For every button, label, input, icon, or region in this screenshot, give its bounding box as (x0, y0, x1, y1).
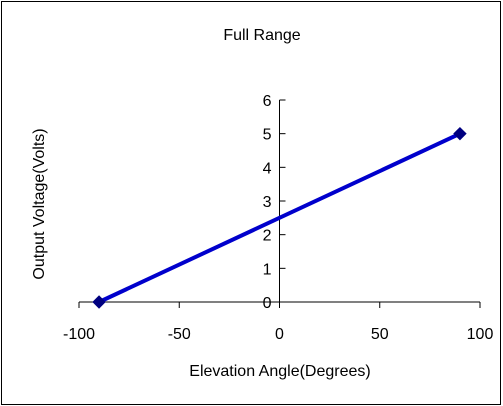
x-tick-label: 50 (371, 326, 389, 343)
y-tick-label: 4 (263, 160, 272, 177)
x-tick-label: -50 (168, 326, 191, 343)
y-tick-label: 2 (263, 228, 272, 245)
y-tick-label: 3 (263, 194, 272, 211)
y-tick-label: 5 (263, 127, 272, 144)
y-tick-label: 0 (263, 295, 272, 312)
y-axis-title: Output Voltage(Volts) (31, 128, 48, 279)
series-line (98, 131, 461, 304)
ticks-group: -100 -50 0 50 100 0 1 2 3 4 5 6 (63, 93, 493, 343)
x-tick-label: -100 (63, 326, 95, 343)
data-point-marker (453, 126, 467, 141)
x-tick-label: 100 (467, 326, 494, 343)
chart-title: Full Range (223, 27, 300, 44)
x-tick-label: 0 (275, 326, 284, 343)
x-axis-title: Elevation Angle(Degrees) (189, 363, 370, 380)
y-tick-label: 1 (263, 261, 272, 278)
data-point-marker (92, 295, 106, 309)
y-tick-label: 6 (263, 93, 272, 110)
series-group (92, 126, 467, 309)
